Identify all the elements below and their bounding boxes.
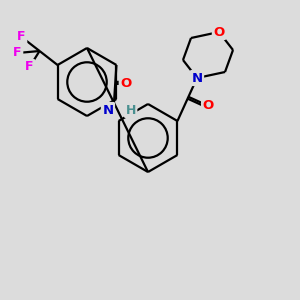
Text: O: O	[120, 77, 131, 90]
Text: N: N	[191, 71, 203, 85]
Text: F: F	[17, 31, 26, 44]
Text: H: H	[125, 103, 136, 116]
Text: O: O	[202, 99, 214, 112]
Text: O: O	[213, 26, 225, 38]
Text: F: F	[13, 46, 22, 59]
Text: F: F	[25, 61, 34, 74]
Text: N: N	[102, 103, 113, 116]
